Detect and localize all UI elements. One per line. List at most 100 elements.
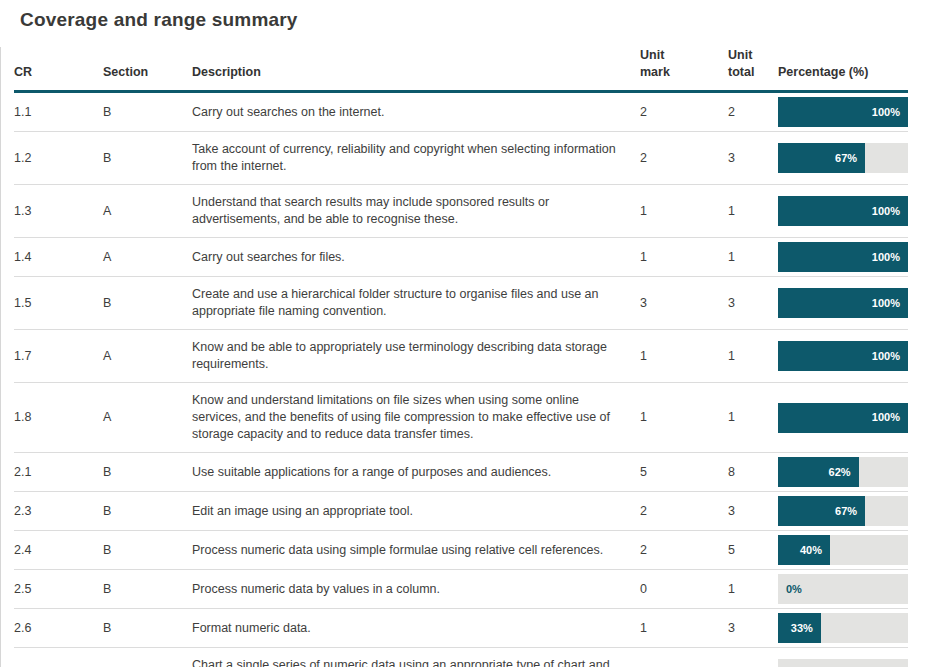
cr-cell: 1.2 xyxy=(14,132,103,185)
table-header-row: CR Section Description Unit mark Unit to… xyxy=(14,47,908,92)
section-cell: B xyxy=(103,453,192,492)
percentage-bar-fill: 67% xyxy=(778,143,865,173)
column-header-description: Description xyxy=(192,47,640,92)
column-header-cr: CR xyxy=(14,47,103,92)
percentage-bar: 67% xyxy=(778,143,908,173)
percentage-cell: 100% xyxy=(778,238,908,277)
table-row: 2.7 B Chart a single series of numeric d… xyxy=(14,648,908,667)
percentage-label: 67% xyxy=(835,503,865,520)
unit-total-cell: 1 xyxy=(728,570,778,609)
description-cell: Process numeric data using simple formul… xyxy=(192,531,640,570)
percentage-cell: 67% xyxy=(778,492,908,531)
column-header-percentage: Percentage (%) xyxy=(778,47,908,92)
cr-cell: 2.1 xyxy=(14,453,103,492)
unit-mark-cell: 1 xyxy=(640,185,728,238)
percentage-bar-fill: 100% xyxy=(778,403,908,433)
unit-mark-cell: 1 xyxy=(640,330,728,383)
description-cell: Carry out searches for files. xyxy=(192,238,640,277)
section-cell: B xyxy=(103,277,192,330)
percentage-cell: 100% xyxy=(778,185,908,238)
cr-cell: 1.5 xyxy=(14,277,103,330)
table-row: 2.6 B Format numeric data. 1 3 33% xyxy=(14,609,908,648)
percentage-label: 100% xyxy=(872,295,908,312)
description-cell: Take account of currency, reliability an… xyxy=(192,132,640,185)
percentage-bar: 0% xyxy=(778,574,908,604)
description-cell: Chart a single series of numeric data us… xyxy=(192,648,640,667)
percentage-bar-fill: 33% xyxy=(778,613,821,643)
percentage-bar: 100% xyxy=(778,341,908,371)
percentage-cell: 40% xyxy=(778,531,908,570)
unit-mark-cell: 0 xyxy=(640,648,728,667)
percentage-bar-fill: 100% xyxy=(778,196,908,226)
cr-cell: 1.4 xyxy=(14,238,103,277)
left-edge-divider xyxy=(0,47,1,667)
cr-cell: 1.1 xyxy=(14,92,103,132)
section-cell: A xyxy=(103,238,192,277)
percentage-cell: 100% xyxy=(778,92,908,132)
description-cell: Edit an image using an appropriate tool. xyxy=(192,492,640,531)
description-cell: Process numeric data by values in a colu… xyxy=(192,570,640,609)
section-cell: B xyxy=(103,570,192,609)
percentage-bar-fill: 100% xyxy=(778,288,908,318)
cr-cell: 2.6 xyxy=(14,609,103,648)
percentage-bar: 100% xyxy=(778,288,908,318)
table-body: 1.1 B Carry out searches on the internet… xyxy=(14,92,908,667)
table-row: 2.5 B Process numeric data by values in … xyxy=(14,570,908,609)
unit-total-cell: 6 xyxy=(728,648,778,667)
percentage-bar: 100% xyxy=(778,196,908,226)
percentage-label: 100% xyxy=(872,348,908,365)
percentage-label: 100% xyxy=(872,249,908,266)
description-cell: Use suitable applications for a range of… xyxy=(192,453,640,492)
description-cell: Create and use a hierarchical folder str… xyxy=(192,277,640,330)
unit-mark-cell: 1 xyxy=(640,609,728,648)
column-header-section: Section xyxy=(103,47,192,92)
percentage-label: 100% xyxy=(872,104,908,121)
percentage-bar-fill: 100% xyxy=(778,242,908,272)
percentage-bar: 62% xyxy=(778,457,908,487)
percentage-bar-fill: 67% xyxy=(778,496,865,526)
description-cell: Know and understand limitations on file … xyxy=(192,383,640,453)
page-title: Coverage and range summary xyxy=(20,9,934,31)
percentage-label: 0% xyxy=(786,581,802,598)
percentage-cell: 62% xyxy=(778,453,908,492)
section-cell: B xyxy=(103,531,192,570)
unit-total-cell: 3 xyxy=(728,132,778,185)
percentage-cell: 0% xyxy=(778,570,908,609)
unit-mark-cell: 0 xyxy=(640,570,728,609)
unit-total-cell: 1 xyxy=(728,238,778,277)
percentage-cell: 100% xyxy=(778,383,908,453)
column-header-unit-mark: Unit mark xyxy=(640,47,728,92)
cr-cell: 1.7 xyxy=(14,330,103,383)
unit-total-cell: 8 xyxy=(728,453,778,492)
percentage-label: 40% xyxy=(800,542,830,559)
percentage-cell: 67% xyxy=(778,132,908,185)
column-header-unit-total: Unit total xyxy=(728,47,778,92)
table-row: 2.1 B Use suitable applications for a ra… xyxy=(14,453,908,492)
cr-cell: 2.7 xyxy=(14,648,103,667)
section-cell: A xyxy=(103,330,192,383)
percentage-label: 62% xyxy=(829,464,859,481)
cr-cell: 2.3 xyxy=(14,492,103,531)
section-cell: B xyxy=(103,132,192,185)
description-cell: Know and be able to appropriately use te… xyxy=(192,330,640,383)
unit-mark-cell: 2 xyxy=(640,92,728,132)
table-row: 2.4 B Process numeric data using simple … xyxy=(14,531,908,570)
percentage-bar-fill: 40% xyxy=(778,535,830,565)
cr-cell: 2.5 xyxy=(14,570,103,609)
unit-total-cell: 3 xyxy=(728,492,778,531)
table-row: 1.7 A Know and be able to appropriately … xyxy=(14,330,908,383)
unit-total-cell: 1 xyxy=(728,330,778,383)
table-row: 1.1 B Carry out searches on the internet… xyxy=(14,92,908,132)
percentage-bar: 100% xyxy=(778,403,908,433)
percentage-bar: 33% xyxy=(778,613,908,643)
table-row: 1.2 B Take account of currency, reliabil… xyxy=(14,132,908,185)
unit-mark-cell: 1 xyxy=(640,238,728,277)
coverage-range-table: CR Section Description Unit mark Unit to… xyxy=(14,47,908,667)
table-row: 1.4 A Carry out searches for files. 1 1 … xyxy=(14,238,908,277)
unit-total-cell: 3 xyxy=(728,277,778,330)
percentage-bar-fill: 62% xyxy=(778,457,859,487)
unit-total-cell: 5 xyxy=(728,531,778,570)
table-row: 1.8 A Know and understand limitations on… xyxy=(14,383,908,453)
unit-total-cell: 2 xyxy=(728,92,778,132)
unit-mark-cell: 2 xyxy=(640,492,728,531)
